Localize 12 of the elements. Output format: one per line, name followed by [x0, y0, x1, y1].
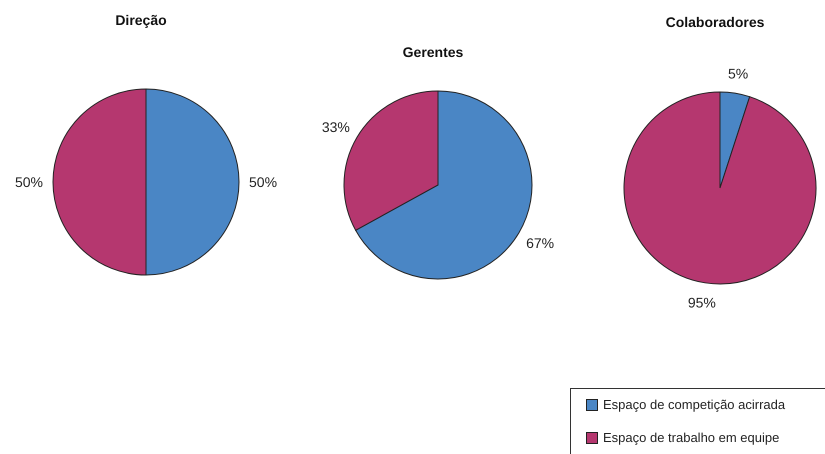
legend-label: Espaço de trabalho em equipe	[603, 430, 780, 445]
data-label: 5%	[728, 65, 748, 82]
legend-label: Espaço de competição acirrada	[603, 397, 786, 412]
pie-slice	[624, 92, 816, 284]
chart-title: Direção	[115, 12, 167, 28]
chart-title: Colaboradores	[666, 14, 765, 30]
data-label: 67%	[526, 235, 554, 252]
data-label: 33%	[322, 118, 350, 135]
chart-title: Gerentes	[402, 44, 464, 60]
data-label: 50%	[249, 174, 278, 190]
data-label: 95%	[688, 294, 716, 311]
data-label: 50%	[14, 174, 43, 190]
